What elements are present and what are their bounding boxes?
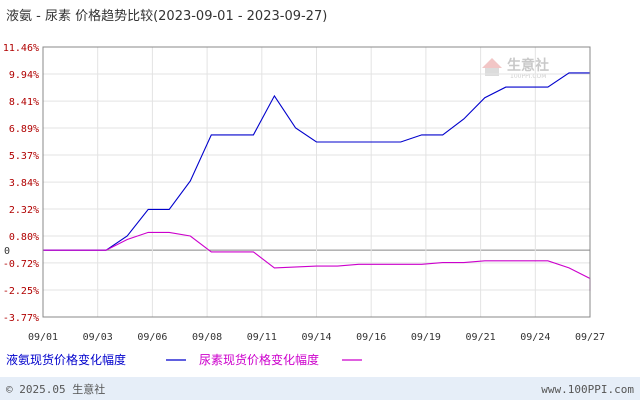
x-tick-label: 09/06 [137,332,167,343]
x-tick-label: 09/21 [466,332,496,343]
y-tick-label: 6.89% [9,124,39,135]
x-tick-label: 09/27 [575,332,605,343]
x-tick-label: 09/14 [301,332,331,343]
legend-label-series-2: 尿素现货价格变化幅度 [199,352,319,367]
x-tick-label: 09/11 [247,332,277,343]
series-line-1 [43,72,590,251]
x-tick-label: 09/08 [192,332,222,343]
y-tick-label: 5.37% [9,151,39,162]
x-axis-ticks: 09/01 09/03 09/06 09/08 09/11 09/14 09/16 09/19… [28,332,605,343]
x-tick-label: 09/03 [83,332,113,343]
plot-frame [42,46,591,318]
x-tick-label: 09/19 [411,332,441,343]
watermark-text: 生意社 [507,57,549,74]
footer-bar [0,377,640,400]
y-tick-label: 9.94% [9,70,39,81]
watermark-logo: 生意社 100PPI.COM [482,57,549,80]
grid-lines [43,46,590,318]
series-lines [43,72,591,291]
x-tick-label: 09/16 [356,332,386,343]
y-tick-label: -3.77% [3,313,39,324]
chart-title: 液氨 - 尿素 价格趋势比较(2023-09-01 - 2023-09-27) [6,8,327,24]
y-tick-label: 2.32% [9,205,39,216]
y-tick-label: -0.72% [3,259,39,270]
y-tick-label: 8.41% [9,97,39,108]
y-axis-ticks: 11.46% 9.94% 8.41% 6.89% 5.37% 3.84% 2.32% 0.80… [3,43,39,324]
legend-label-series-1: 液氨现货价格变化幅度 [6,352,126,367]
y-tick-label: 3.84% [9,178,39,189]
watermark-house-icon [482,58,502,68]
y-tick-label: -2.25% [3,286,39,297]
watermark-house-body [485,68,499,76]
y-tick-label: 11.46% [3,43,39,54]
legend: 液氨现货价格变化幅度 尿素现货价格变化幅度 [6,352,362,367]
x-tick-label: 09/24 [520,332,550,343]
x-tick-label: 09/01 [28,332,58,343]
footer-copyright: © 2025.05 生意社 [6,382,105,396]
y-tick-label: 0.80% [9,232,39,243]
y-tick-label: 0 [4,246,10,257]
watermark-subtext: 100PPI.COM [510,73,546,80]
series-line-2 [43,231,591,291]
footer-site-link[interactable]: www.100PPI.com [541,383,634,396]
